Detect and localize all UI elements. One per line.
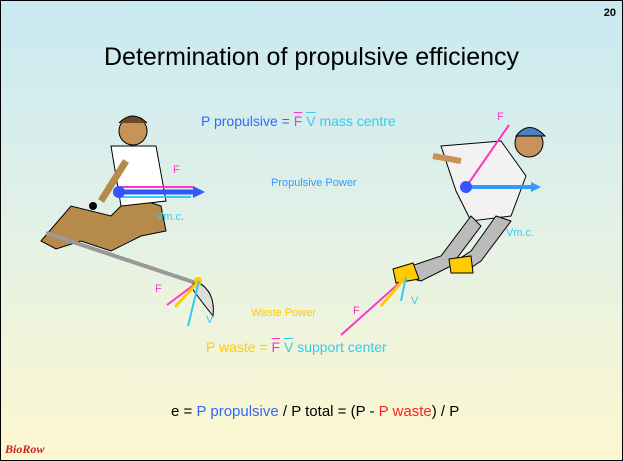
formula-velocity: V <box>306 113 316 129</box>
propulsive-power-label: Propulsive Power <box>271 177 357 189</box>
formula-e: e = <box>171 403 193 420</box>
blade-velocity-label: V <box>206 314 214 326</box>
formula-lhs: P waste = <box>206 339 268 355</box>
slide-title: Determination of propulsive efficiency <box>103 43 520 71</box>
runner-figure <box>392 127 547 284</box>
formula-rhs: mass centre <box>319 113 396 129</box>
foot-force-label: F <box>353 305 360 317</box>
waste-formula: P waste = F V support center <box>206 339 387 355</box>
runner-arrows <box>340 124 541 336</box>
formula-force: F <box>271 339 281 355</box>
runner-velocity-label: Vm.c. <box>506 227 535 239</box>
logo: BioRow <box>5 442 45 456</box>
rower-figure <box>40 115 214 318</box>
efficiency-formula: e = P propulsive / P total = (P - P wast… <box>171 403 459 420</box>
formula-lhs: P propulsive = <box>201 113 290 129</box>
formula-mid: / P total = (P - <box>282 403 375 420</box>
waste-power-label: Waste Power <box>251 307 317 319</box>
rower-velocity-label: Vm.c. <box>156 211 185 223</box>
formula-p-waste: P waste <box>378 403 432 420</box>
foot-velocity-label: V <box>411 295 419 307</box>
formula-end: ) / P <box>431 403 460 420</box>
rower-arrows <box>113 186 205 327</box>
slide-number: 20 <box>603 7 616 19</box>
blade-force-label: F <box>155 283 162 295</box>
rower-force-label: F <box>173 164 180 176</box>
formula-force: F <box>293 113 303 129</box>
formula-rhs: support center <box>297 339 387 355</box>
formula-velocity: V <box>283 339 294 355</box>
formula-p-propulsive: P propulsive <box>196 403 279 420</box>
propulsive-formula: P propulsive = F V mass centre <box>201 113 396 129</box>
runner-force-label: F <box>497 111 504 123</box>
